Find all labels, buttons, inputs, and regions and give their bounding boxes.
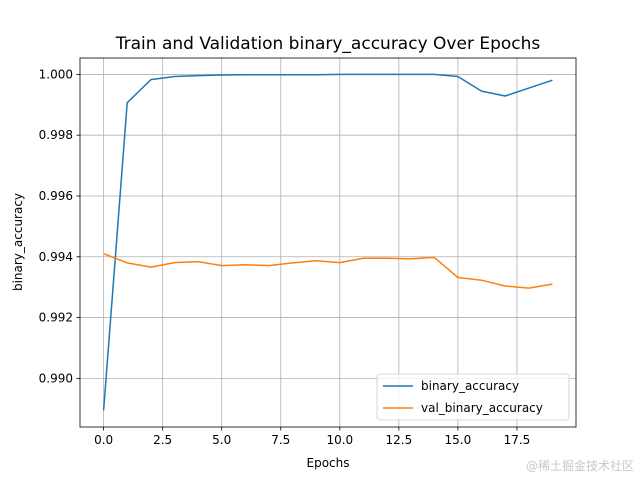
y-tick-label: 0.994 bbox=[39, 250, 73, 264]
plot-frame bbox=[79, 57, 577, 428]
x-tick-label: 15.0 bbox=[445, 433, 472, 447]
legend-box bbox=[376, 373, 570, 421]
chart-title: Train and Validation binary_accuracy Ove… bbox=[115, 34, 541, 54]
legend-label-val-binary-accuracy: val_binary_accuracy bbox=[421, 401, 543, 415]
series-line-binary-accuracy bbox=[102, 73, 553, 411]
series-layer bbox=[102, 73, 553, 411]
x-tick-label: 12.5 bbox=[385, 433, 412, 447]
y-tick-label: 1.000 bbox=[39, 67, 73, 81]
x-tick-label: 17.5 bbox=[504, 433, 531, 447]
x-axis-title: Epochs bbox=[307, 456, 350, 470]
watermark: @稀土掘金技术社区 bbox=[525, 459, 634, 473]
y-tick-label: 0.992 bbox=[39, 311, 73, 325]
series-line-val-binary-accuracy bbox=[103, 253, 553, 289]
x-tick-label: 5.0 bbox=[212, 433, 231, 447]
legend-label-binary-accuracy: binary_accuracy bbox=[421, 379, 519, 393]
x-tick-label: 10.0 bbox=[326, 433, 353, 447]
legend: binary_accuracy val_binary_accuracy bbox=[376, 373, 570, 421]
y-axis-title: binary_accuracy bbox=[11, 193, 25, 291]
x-tick-label: 0.0 bbox=[94, 433, 113, 447]
ticks: 0.0 2.5 5.0 7.5 10.0 12.5 15.0 17.5 0.990 0.992 0.… bbox=[39, 67, 531, 447]
y-tick-label: 0.998 bbox=[39, 128, 73, 142]
x-tick-label: 7.5 bbox=[271, 433, 290, 447]
x-tick-label: 2.5 bbox=[153, 433, 172, 447]
y-tick-label: 0.990 bbox=[39, 371, 73, 385]
y-tick-label: 0.996 bbox=[39, 189, 73, 203]
